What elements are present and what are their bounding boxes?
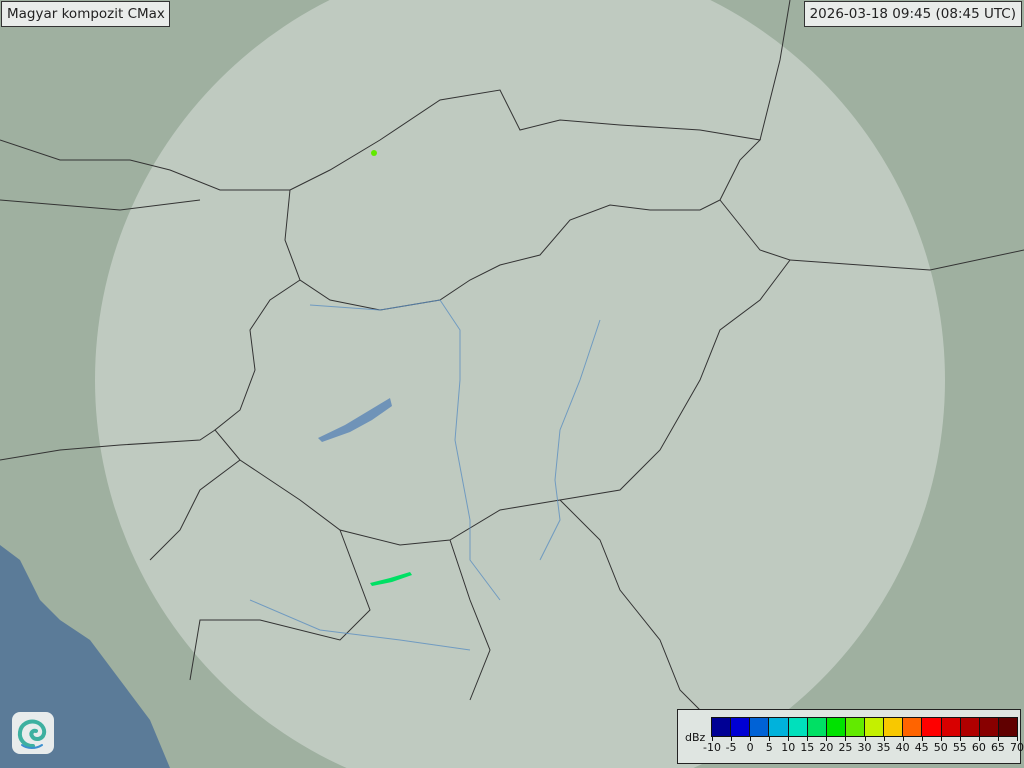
legend-tick-label: 65 bbox=[990, 741, 1005, 754]
country-borders bbox=[0, 0, 1024, 711]
legend-tick bbox=[959, 736, 961, 741]
legend-tick-label: -5 bbox=[725, 741, 737, 754]
lake-balaton bbox=[318, 398, 392, 442]
legend-tick-label: 30 bbox=[857, 741, 872, 754]
legend-tick bbox=[997, 736, 999, 741]
color-swatch bbox=[960, 718, 980, 736]
color-swatch bbox=[712, 718, 732, 736]
radar-coverage-area bbox=[95, 0, 945, 768]
legend-tick-label: -10 bbox=[703, 741, 721, 754]
color-swatch bbox=[845, 718, 865, 736]
radar-echo bbox=[371, 150, 377, 156]
radar-echoes bbox=[370, 150, 412, 586]
color-swatch bbox=[884, 718, 904, 736]
legend-tick-label: 55 bbox=[952, 741, 967, 754]
legend-tick-label: 20 bbox=[819, 741, 834, 754]
legend-tick bbox=[731, 736, 733, 741]
legend-tick-label: 50 bbox=[933, 741, 948, 754]
legend-tick-label: 10 bbox=[781, 741, 796, 754]
legend-tick-label: 5 bbox=[765, 741, 773, 754]
color-swatch bbox=[998, 718, 1017, 736]
color-swatch bbox=[826, 718, 846, 736]
color-swatch bbox=[788, 718, 808, 736]
legend-tick-label: 35 bbox=[876, 741, 891, 754]
legend-tick bbox=[883, 736, 885, 741]
timestamp-label: 2026-03-18 09:45 (08:45 UTC) bbox=[803, 1, 1022, 27]
legend-tick bbox=[902, 736, 904, 741]
legend-tick bbox=[940, 736, 942, 741]
color-scale-bar bbox=[711, 717, 1018, 737]
legend-tick bbox=[807, 736, 809, 741]
product-title: Magyar kompozit CMax bbox=[1, 1, 170, 27]
color-swatch bbox=[922, 718, 942, 736]
legend-tick-label: 70 bbox=[1010, 741, 1024, 754]
legend-tick-label: 45 bbox=[914, 741, 929, 754]
legend-tick bbox=[750, 736, 752, 741]
color-swatch bbox=[865, 718, 885, 736]
radar-echo bbox=[370, 572, 412, 586]
legend-tick bbox=[712, 736, 713, 741]
color-swatch bbox=[731, 718, 751, 736]
legend-unit: dBz bbox=[685, 731, 706, 744]
color-swatch bbox=[979, 718, 999, 736]
color-swatch bbox=[807, 718, 827, 736]
color-swatch bbox=[750, 718, 770, 736]
legend-tick bbox=[864, 736, 866, 741]
legend-tick-label: 60 bbox=[971, 741, 986, 754]
swirl-logo-icon bbox=[12, 712, 54, 754]
legend-tick-label: 0 bbox=[746, 741, 754, 754]
legend-tick bbox=[788, 736, 790, 741]
legend-tick bbox=[769, 736, 771, 741]
rivers bbox=[249, 299, 601, 651]
legend-tick bbox=[1017, 736, 1018, 741]
color-swatch bbox=[903, 718, 923, 736]
color-swatch bbox=[941, 718, 961, 736]
legend-tick bbox=[921, 736, 923, 741]
legend-tick bbox=[845, 736, 847, 741]
legend-tick-label: 40 bbox=[895, 741, 910, 754]
color-scale-legend: dBz -10 -5 0 5 10 15 20 25 30 35 40 45 50 55 60 65 70 bbox=[677, 709, 1024, 764]
color-swatch bbox=[769, 718, 789, 736]
legend-tick bbox=[978, 736, 980, 741]
legend-tick bbox=[826, 736, 828, 741]
legend-tick-label: 15 bbox=[800, 741, 815, 754]
legend-tick-label: 25 bbox=[838, 741, 853, 754]
